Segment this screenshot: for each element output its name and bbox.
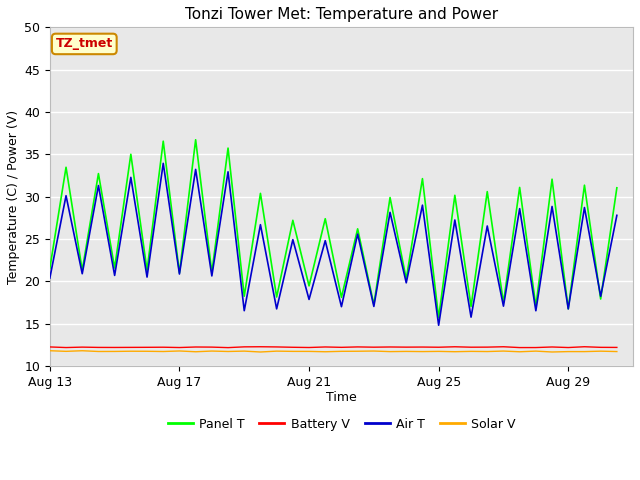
Text: TZ_tmet: TZ_tmet: [56, 37, 113, 50]
Y-axis label: Temperature (C) / Power (V): Temperature (C) / Power (V): [7, 109, 20, 284]
Legend: Panel T, Battery V, Air T, Solar V: Panel T, Battery V, Air T, Solar V: [163, 413, 520, 436]
Title: Tonzi Tower Met: Temperature and Power: Tonzi Tower Met: Temperature and Power: [185, 7, 498, 22]
X-axis label: Time: Time: [326, 391, 357, 404]
